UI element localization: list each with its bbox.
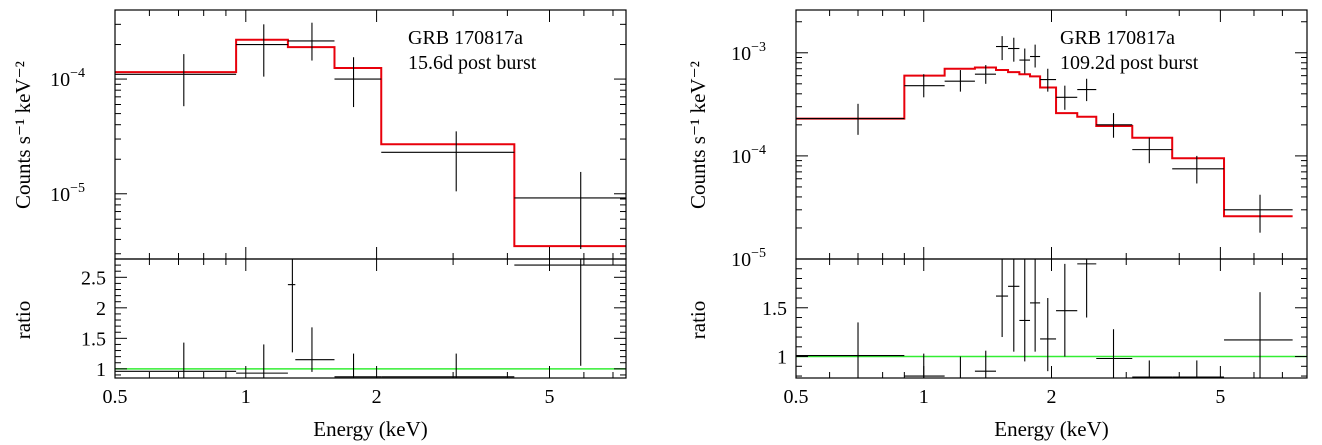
y-axis-label: Counts s⁻¹ keV⁻² xyxy=(11,61,35,209)
ratio-point xyxy=(1172,360,1225,378)
y-tick-label-base: 10 xyxy=(50,184,70,206)
y-tick-label-exp: −5 xyxy=(70,181,85,196)
data-point xyxy=(996,36,1009,61)
y-tick-label-base: 10 xyxy=(731,146,751,168)
data-point xyxy=(1224,194,1293,233)
y-tick-label-base: 10 xyxy=(731,43,751,65)
y-tick-label: 10−5 xyxy=(50,181,85,206)
plot-frame xyxy=(795,9,1308,260)
data-point xyxy=(1172,155,1225,184)
data-point xyxy=(944,70,975,92)
y-tick-label-base: 10 xyxy=(50,69,70,91)
x-tick-label: 1 xyxy=(919,386,929,408)
data-point xyxy=(236,24,288,77)
x-tick-label: 2 xyxy=(1047,386,1057,408)
source-annotation: 109.2d post burst xyxy=(1060,52,1199,74)
x-tick-label: 5 xyxy=(1215,386,1225,408)
data-point xyxy=(115,54,237,107)
y-axis-label: ratio xyxy=(11,301,35,339)
ratio-point xyxy=(295,327,335,372)
ratio-point xyxy=(944,356,975,379)
y-tick-label-base: 10 xyxy=(731,249,751,271)
source-annotation: 15.6d post burst xyxy=(408,52,537,74)
ratio-point xyxy=(1224,292,1293,378)
data-point xyxy=(1077,78,1097,102)
source-annotation: GRB 170817a xyxy=(408,27,523,49)
data-point xyxy=(796,103,905,135)
ratio-point xyxy=(1096,329,1133,378)
ratio-point xyxy=(1077,259,1097,318)
y-tick-label: 10−4 xyxy=(50,66,85,91)
ratio-panel-left: 1 1.5 2 2.5 0.5 1 2 5 Energy (keV) ratio xyxy=(11,258,627,441)
x-tick-label: 1 xyxy=(241,386,251,408)
x-axis-label: Energy (keV) xyxy=(313,417,428,441)
y-tick-label-exp: −5 xyxy=(751,246,766,261)
ratio-point xyxy=(287,259,296,353)
y-tick-label: 1 xyxy=(777,347,787,369)
ratio-point xyxy=(115,342,237,378)
ratio-point xyxy=(1008,259,1020,352)
plot-frame xyxy=(114,258,627,379)
ratio-point xyxy=(381,353,515,378)
data-point xyxy=(904,74,945,98)
data-point xyxy=(287,22,335,61)
plot-frame xyxy=(114,9,627,260)
y-tick-label: 1 xyxy=(96,359,106,381)
ratio-point xyxy=(974,350,997,378)
plot-frame xyxy=(795,258,1308,379)
data-point xyxy=(1040,68,1057,92)
data-point xyxy=(514,171,626,250)
x-axis-label: Energy (keV) xyxy=(994,417,1109,441)
ratio-point xyxy=(1056,263,1078,357)
y-tick-label: 10−4 xyxy=(731,143,766,168)
y-tick-label-exp: −4 xyxy=(751,143,766,158)
y-axis-label: ratio xyxy=(686,301,710,339)
x-tick-label: 2 xyxy=(372,386,382,408)
ratio-point xyxy=(1030,259,1041,352)
x-tick-label: 0.5 xyxy=(103,386,128,408)
data-point xyxy=(1019,48,1031,74)
y-tick-label-exp: −4 xyxy=(70,66,85,81)
y-tick-label: 10−5 xyxy=(731,246,766,271)
model-step-line xyxy=(796,66,1293,218)
y-tick-label: 1.5 xyxy=(81,328,106,350)
data-point xyxy=(1056,85,1078,110)
ratio-panel-right: 1 1.5 0.5 1 2 5 Energy (keV) ratio xyxy=(686,258,1308,441)
data-point xyxy=(974,65,997,84)
data-point xyxy=(1008,37,1020,62)
data-point xyxy=(1096,113,1133,138)
data-point xyxy=(1132,137,1173,164)
ratio-point xyxy=(514,259,626,366)
ratio-point xyxy=(796,322,905,378)
data-point xyxy=(381,131,515,192)
ratio-point xyxy=(1019,259,1031,362)
y-tick-label-exp: −3 xyxy=(751,40,766,55)
y-tick-label: 1.5 xyxy=(762,298,787,320)
ratio-point xyxy=(996,259,1009,338)
y-axis-label: Counts s⁻¹ keV⁻² xyxy=(686,61,710,209)
y-tick-label: 2 xyxy=(96,298,106,320)
data-point xyxy=(334,57,382,108)
data-point xyxy=(1030,44,1041,68)
x-tick-label: 5 xyxy=(544,386,554,408)
ratio-point xyxy=(334,353,382,378)
model-step-line xyxy=(115,38,626,248)
ratio-point xyxy=(236,344,288,378)
y-tick-label: 10−3 xyxy=(731,40,766,65)
y-tick-label: 2.5 xyxy=(81,267,106,289)
source-annotation: GRB 170817a xyxy=(1060,27,1175,49)
ratio-point xyxy=(1040,298,1057,372)
ratio-point xyxy=(1132,360,1173,378)
x-tick-label: 0.5 xyxy=(784,386,809,408)
